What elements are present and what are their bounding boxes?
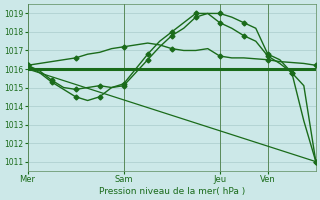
X-axis label: Pression niveau de la mer( hPa ): Pression niveau de la mer( hPa ) xyxy=(99,187,245,196)
